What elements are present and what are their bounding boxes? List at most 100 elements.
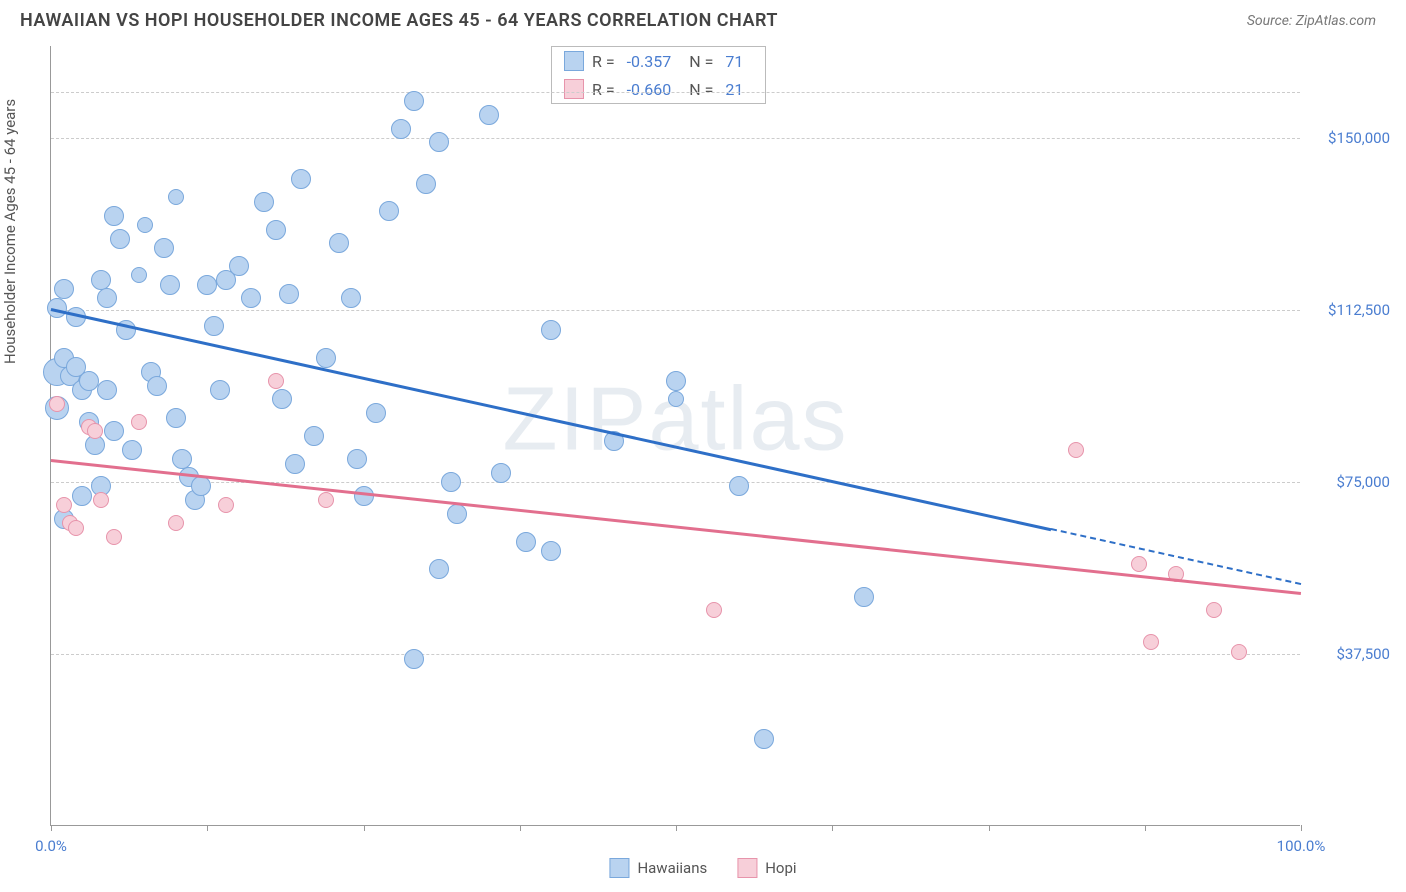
legend-n-value-hopi: 21 [725, 80, 743, 99]
legend-r-label: R = [592, 80, 615, 99]
scatter-point [191, 476, 211, 496]
gridline [51, 138, 1300, 139]
scatter-point [1143, 634, 1159, 650]
scatter-point [104, 421, 124, 441]
legend-swatch-icon [737, 858, 757, 878]
scatter-point [160, 275, 180, 295]
scatter-point [241, 288, 261, 308]
y-tick-label: $150,000 [1310, 129, 1390, 147]
scatter-point [416, 174, 436, 194]
scatter-point [147, 376, 167, 396]
scatter-point [447, 504, 467, 524]
scatter-point [110, 229, 130, 249]
scatter-point [429, 559, 449, 579]
scatter-point [172, 449, 192, 469]
scatter-point [354, 486, 374, 506]
legend-r-label: R = [592, 52, 615, 71]
scatter-point [68, 520, 84, 536]
scatter-point [318, 492, 334, 508]
scatter-point [91, 270, 111, 290]
x-tick [364, 825, 365, 831]
scatter-point [1206, 602, 1222, 618]
scatter-point [391, 119, 411, 139]
scatter-point [97, 288, 117, 308]
scatter-point [285, 454, 305, 474]
scatter-point [279, 284, 299, 304]
scatter-point [197, 275, 217, 295]
legend-label-hopi: Hopi [765, 859, 796, 877]
legend-label-hawaiians: Hawaiians [637, 859, 707, 877]
scatter-point [122, 440, 142, 460]
chart-source: Source: ZipAtlas.com [1247, 13, 1376, 29]
scatter-point [666, 371, 686, 391]
scatter-point [79, 371, 99, 391]
scatter-point [168, 515, 184, 531]
scatter-point [479, 105, 499, 125]
scatter-point [137, 217, 153, 233]
scatter-point [268, 373, 284, 389]
scatter-point [166, 408, 186, 428]
scatter-point [491, 463, 511, 483]
chart-container: Householder Income Ages 45 - 64 years ZI… [0, 36, 1406, 886]
trend-line [51, 459, 1301, 595]
scatter-point [154, 238, 174, 258]
legend-row-hopi: R = -0.660 N = 21 [552, 75, 765, 103]
scatter-point [404, 91, 424, 111]
scatter-point [131, 414, 147, 430]
scatter-point [854, 587, 874, 607]
scatter-point [429, 132, 449, 152]
x-tick-label: 0.0% [35, 837, 67, 855]
scatter-point [304, 426, 324, 446]
scatter-point [97, 380, 117, 400]
scatter-point [106, 529, 122, 545]
scatter-point [131, 267, 147, 283]
scatter-point [516, 532, 536, 552]
scatter-point [329, 233, 349, 253]
y-tick-label: $37,500 [1310, 645, 1390, 663]
gridline [51, 92, 1300, 93]
scatter-point [347, 449, 367, 469]
x-tick [989, 825, 990, 831]
scatter-point [1068, 442, 1084, 458]
scatter-point [229, 256, 249, 276]
legend-r-value-hawaiians: -0.357 [627, 52, 672, 71]
scatter-point [441, 472, 461, 492]
legend-correlation: R = -0.357 N = 71 R = -0.660 N = 21 [551, 46, 766, 104]
x-tick-label: 100.0% [1277, 837, 1326, 855]
scatter-point [541, 541, 561, 561]
scatter-point [754, 729, 774, 749]
legend-r-value-hopi: -0.660 [627, 80, 672, 99]
legend-row-hawaiians: R = -0.357 N = 71 [552, 47, 765, 75]
legend-swatch-icon [609, 858, 629, 878]
plot-area: ZIPatlas R = -0.357 N = 71 R = -0.660 N … [50, 46, 1300, 826]
scatter-point [541, 320, 561, 340]
scatter-point [87, 423, 103, 439]
scatter-point [341, 288, 361, 308]
x-tick [520, 825, 521, 831]
legend-n-label: N = [689, 52, 713, 71]
x-tick [676, 825, 677, 831]
scatter-point [1231, 644, 1247, 660]
scatter-point [54, 279, 74, 299]
scatter-point [204, 316, 224, 336]
scatter-point [93, 492, 109, 508]
scatter-point [56, 497, 72, 513]
scatter-point [316, 348, 336, 368]
scatter-point [706, 602, 722, 618]
scatter-point [729, 476, 749, 496]
scatter-point [104, 206, 124, 226]
gridline [51, 310, 1300, 311]
legend-swatch-hawaiians [564, 51, 584, 71]
scatter-point [272, 389, 292, 409]
scatter-point [1131, 556, 1147, 572]
scatter-point [668, 391, 684, 407]
scatter-point [379, 201, 399, 221]
scatter-point [404, 649, 424, 669]
chart-title: HAWAIIAN VS HOPI HOUSEHOLDER INCOME AGES… [20, 10, 778, 31]
y-axis-title: Householder Income Ages 45 - 64 years [1, 99, 19, 364]
scatter-point [366, 403, 386, 423]
scatter-point [254, 192, 274, 212]
scatter-point [266, 220, 286, 240]
legend-swatch-hopi [564, 79, 584, 99]
legend-n-value-hawaiians: 71 [725, 52, 743, 71]
